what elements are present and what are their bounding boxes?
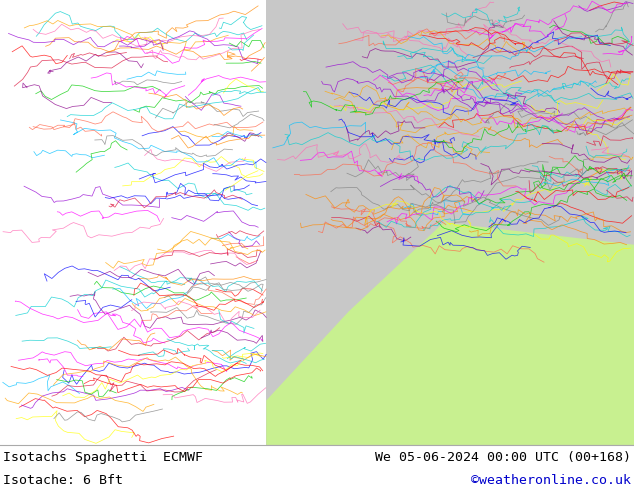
Text: ©weatheronline.co.uk: ©weatheronline.co.uk — [471, 473, 631, 487]
Text: Isotachs Spaghetti  ECMWF: Isotachs Spaghetti ECMWF — [3, 451, 203, 464]
Text: We 05-06-2024 00:00 UTC (00+168): We 05-06-2024 00:00 UTC (00+168) — [375, 451, 631, 464]
Polygon shape — [266, 222, 634, 445]
Text: Isotache: 6 Bft: Isotache: 6 Bft — [3, 473, 123, 487]
Polygon shape — [266, 0, 634, 445]
